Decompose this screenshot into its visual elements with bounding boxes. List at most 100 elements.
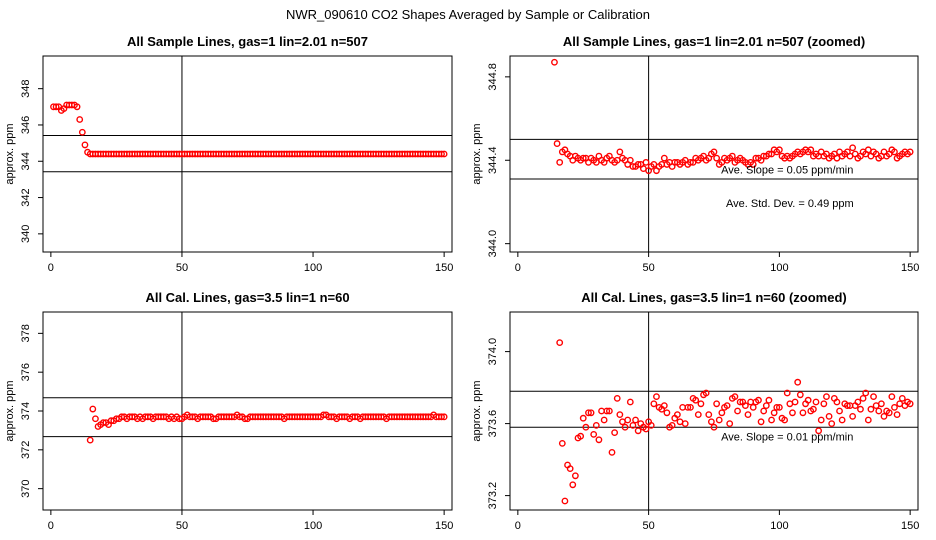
- data-point: [757, 418, 765, 426]
- data-point: [569, 481, 577, 489]
- data-point: [577, 432, 585, 440]
- data-point: [553, 140, 561, 147]
- data-point: [789, 409, 796, 417]
- data-point: [893, 411, 901, 418]
- data-point: [783, 389, 791, 397]
- data-point: [603, 407, 611, 415]
- data-point: [642, 158, 650, 166]
- y-tick-label: 374: [20, 402, 32, 420]
- data-point: [653, 393, 660, 400]
- x-tick-label: 0: [48, 520, 54, 532]
- data-point: [838, 416, 846, 424]
- data-point: [877, 400, 885, 408]
- data-point: [660, 154, 668, 162]
- data-point: [731, 393, 739, 400]
- data-point: [710, 423, 718, 431]
- panel-title: All Sample Lines, gas=1 lin=2.01 n=507 (…: [563, 34, 865, 49]
- data-point: [673, 411, 681, 418]
- data-point: [809, 405, 817, 413]
- x-tick-label: 150: [435, 520, 453, 532]
- chart-panel-4: All Cal. Lines, gas=3.5 lin=1 n=60 (zoom…: [471, 290, 919, 532]
- data-point: [687, 403, 694, 411]
- y-tick-label: 348: [20, 79, 32, 97]
- data-point: [843, 402, 851, 409]
- data-point: [726, 420, 734, 427]
- data-point: [812, 398, 820, 406]
- data-point: [81, 141, 89, 149]
- y-tick-label: 370: [20, 479, 32, 497]
- data-point: [820, 400, 828, 408]
- chart-panel-3: All Cal. Lines, gas=3.5 lin=1 n=60 0 50 100…: [4, 290, 453, 532]
- data-point: [849, 412, 857, 420]
- x-tick-label: 150: [435, 262, 453, 274]
- data-point: [710, 148, 718, 156]
- y-tick-label: 374.0: [487, 338, 499, 366]
- data-point: [551, 58, 558, 66]
- x-tick-label: 150: [901, 520, 919, 532]
- data-point: [608, 448, 616, 456]
- data-point: [668, 421, 676, 429]
- data-point: [702, 389, 710, 397]
- data-point: [582, 423, 590, 431]
- y-axis-label: approx. ppm: [471, 123, 483, 184]
- y-tick-label: 376: [20, 363, 32, 381]
- chart-panel-2: All Sample Lines, gas=1 lin=2.01 n=507 (…: [471, 34, 919, 274]
- data-point: [663, 409, 671, 417]
- data-point: [823, 393, 830, 400]
- figure-title: NWR_090610 CO2 Shapes Averaged by Sample…: [286, 7, 650, 22]
- annotation-text: Ave. Slope = 0.01 ppm/min: [721, 432, 853, 444]
- data-point: [713, 154, 721, 162]
- data-point: [556, 339, 564, 346]
- data-points: [551, 58, 914, 175]
- data-point: [86, 436, 94, 444]
- y-tick-label: 344.8: [487, 63, 499, 91]
- annotation-text: Ave. Std. Dev. = 0.49 ppm: [726, 198, 854, 210]
- data-points: [50, 101, 448, 158]
- data-point: [713, 400, 721, 408]
- data-point: [632, 416, 639, 424]
- data-point: [52, 103, 60, 111]
- x-tick-label: 0: [48, 262, 54, 274]
- data-point: [741, 402, 749, 409]
- data-point: [634, 161, 642, 168]
- data-point: [694, 411, 702, 418]
- data-point: [762, 402, 770, 409]
- data-point: [875, 407, 883, 415]
- x-tick-label: 100: [770, 520, 788, 532]
- data-point: [634, 427, 642, 435]
- data-point: [723, 402, 731, 409]
- data-point: [579, 414, 587, 422]
- x-tick-label: 50: [642, 520, 654, 532]
- data-point: [616, 148, 624, 156]
- data-point: [870, 393, 877, 400]
- panel-title: All Cal. Lines, gas=3.5 lin=1 n=60: [145, 290, 349, 305]
- data-point: [849, 144, 857, 152]
- data-point: [647, 421, 655, 429]
- plot-frame: [42, 55, 453, 253]
- data-point: [794, 378, 802, 386]
- y-tick-label: 373.6: [487, 410, 499, 438]
- data-point: [595, 436, 603, 444]
- data-point: [605, 407, 613, 415]
- data-point: [78, 128, 86, 136]
- data-point: [624, 416, 632, 424]
- data-points: [86, 405, 448, 444]
- data-point: [828, 420, 836, 427]
- y-tick-label: 344: [20, 152, 32, 170]
- data-point: [561, 497, 569, 505]
- y-tick-label: 346: [20, 116, 32, 134]
- data-point: [613, 394, 621, 402]
- y-axis-label: approx. ppm: [4, 123, 16, 184]
- data-point: [781, 416, 789, 424]
- y-tick-label: 373.2: [487, 482, 499, 510]
- data-point: [817, 416, 825, 424]
- data-points: [556, 339, 914, 505]
- y-axis-label: approx. ppm: [471, 380, 483, 441]
- data-point: [734, 407, 741, 415]
- x-tick-label: 100: [770, 262, 788, 274]
- data-point: [92, 415, 99, 423]
- data-point: [592, 421, 600, 429]
- data-point: [438, 413, 445, 421]
- data-point: [765, 396, 773, 404]
